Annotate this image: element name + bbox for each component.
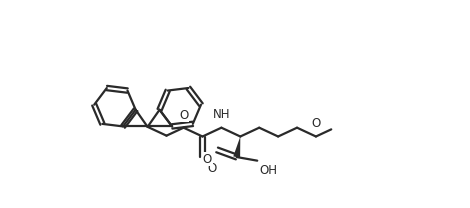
Text: NH: NH [212,108,230,121]
Text: OH: OH [259,164,277,177]
Polygon shape [233,136,240,158]
Text: O: O [207,162,217,175]
Text: O: O [179,109,188,122]
Text: O: O [311,116,321,130]
Text: O: O [203,153,212,166]
